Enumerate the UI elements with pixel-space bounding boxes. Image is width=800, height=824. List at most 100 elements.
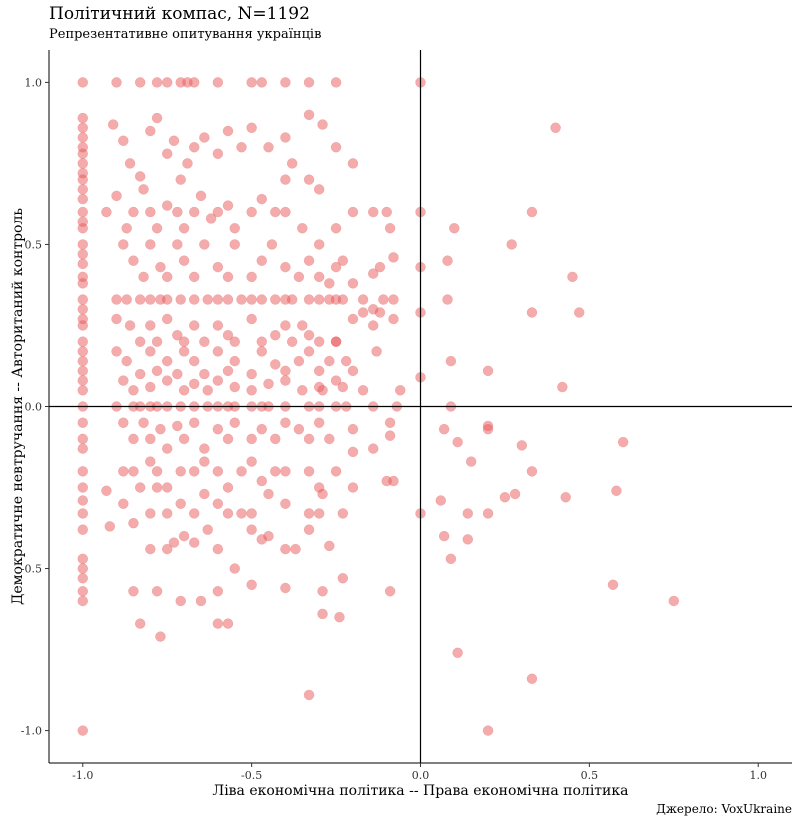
scatter-point: [118, 239, 129, 250]
scatter-point: [256, 346, 268, 357]
chart-subtitle: Репрезентативне опитування українців: [49, 27, 322, 42]
scatter-point: [317, 608, 328, 620]
scatter-point: [280, 375, 291, 386]
scatter-point: [263, 378, 274, 390]
scatter-point: [199, 239, 210, 250]
scatter-point: [77, 239, 89, 250]
scatter-point: [128, 255, 139, 266]
scatter-point: [155, 631, 166, 642]
y-tick-label: 1.0: [25, 76, 43, 89]
scatter-point: [286, 294, 298, 305]
scatter-point: [313, 184, 325, 195]
scatter-point: [121, 223, 132, 234]
scatter-point: [526, 673, 538, 684]
scatter-point: [482, 423, 494, 435]
scatter-point: [222, 329, 234, 341]
scatter-point: [303, 466, 315, 477]
scatter-point: [371, 346, 382, 357]
y-tick-label: -1.0: [21, 725, 42, 738]
scatter-point: [175, 466, 186, 477]
scatter-point: [172, 329, 183, 341]
scatter-point: [212, 618, 224, 629]
scatter-point: [77, 573, 89, 584]
scatter-point: [77, 336, 89, 347]
scatter-point: [134, 77, 146, 88]
scatter-point: [438, 423, 450, 435]
scatter-point: [229, 355, 240, 367]
scatter-point: [212, 498, 224, 509]
scatter-point: [118, 498, 129, 509]
scatter-point: [212, 261, 224, 273]
scatter-point: [246, 456, 257, 467]
scatter-point: [482, 365, 494, 377]
scatter-point: [161, 543, 173, 555]
scatter-point: [516, 440, 528, 451]
scatter-point: [337, 255, 349, 266]
scatter-point: [175, 294, 186, 305]
x-tick-label: -0.5: [241, 769, 262, 782]
scatter-point: [256, 255, 268, 266]
scatter-point: [280, 320, 291, 331]
scatter-point: [388, 475, 399, 487]
scatter-point: [199, 456, 210, 467]
scatter-point: [212, 375, 224, 386]
scatter-point: [347, 313, 359, 325]
scatter-point: [161, 508, 173, 519]
scatter-point: [256, 193, 268, 205]
y-tick-label: 0.5: [25, 238, 43, 251]
scatter-point: [77, 375, 89, 386]
scatter-point: [246, 433, 257, 445]
scatter-point: [212, 543, 224, 555]
scatter-point: [111, 346, 122, 357]
scatter-point: [337, 381, 349, 393]
scatter-point: [134, 482, 146, 493]
scatter-point: [280, 498, 291, 509]
scatter-point: [77, 223, 89, 234]
scatter-point: [161, 355, 173, 367]
scatter-point: [324, 278, 335, 289]
scatter-point: [526, 466, 538, 477]
scatter-point: [445, 355, 457, 367]
scatter-point: [128, 466, 139, 477]
scatter-point: [175, 174, 186, 185]
scatter-point: [188, 206, 200, 218]
scatter-point: [212, 423, 224, 435]
scatter-point: [229, 381, 240, 393]
chart-caption: Джерело: VoxUkraine: [656, 802, 792, 816]
scatter-point: [381, 206, 392, 218]
scatter-point: [188, 466, 200, 477]
points-layer: [77, 77, 680, 736]
scatter-point: [236, 466, 247, 477]
scatter-point: [317, 385, 328, 396]
scatter-point: [256, 336, 268, 347]
x-tick-label: -1.0: [72, 769, 93, 782]
scatter-point: [222, 200, 234, 211]
scatter-point: [145, 294, 156, 305]
scatter-point: [205, 213, 217, 224]
scatter-point: [330, 77, 342, 88]
scatter-point: [246, 122, 257, 134]
scatter-point: [313, 239, 325, 250]
scatter-point: [151, 223, 163, 234]
scatter-point: [77, 158, 89, 169]
scatter-point: [263, 530, 274, 542]
scatter-point: [77, 346, 89, 357]
scatter-point: [246, 524, 257, 535]
scatter-point: [77, 585, 89, 597]
scatter-point: [317, 488, 328, 500]
scatter-point: [246, 579, 257, 590]
scatter-point: [202, 385, 213, 396]
scatter-point: [330, 223, 342, 234]
scatter-point: [222, 618, 234, 629]
scatter-point: [573, 307, 585, 318]
scatter-point: [246, 313, 257, 325]
scatter-point: [188, 537, 200, 548]
scatter-point: [256, 423, 268, 435]
scatter-point: [145, 456, 156, 467]
scatter-point: [617, 436, 629, 448]
scatter-point: [77, 355, 89, 367]
scatter-point: [303, 329, 315, 341]
scatter-point: [77, 495, 89, 506]
scatter-point: [567, 271, 578, 283]
scatter-point: [178, 223, 190, 234]
